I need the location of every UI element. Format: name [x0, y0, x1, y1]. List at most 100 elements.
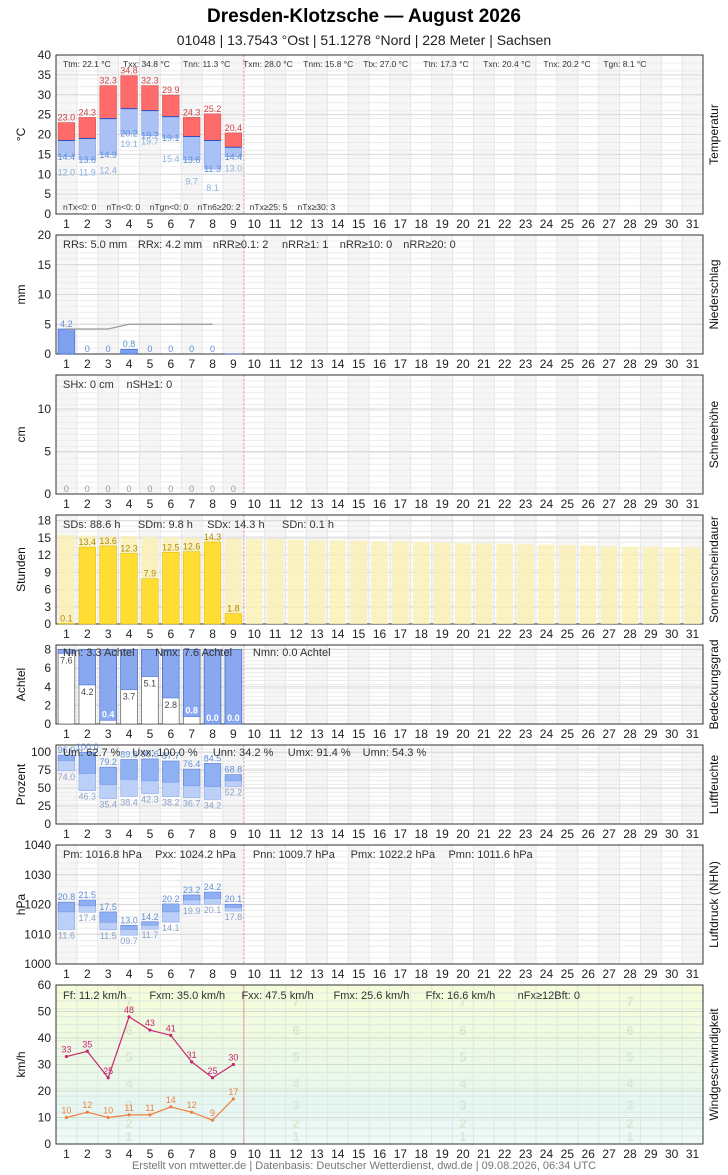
pressure-max-label: 21.5: [79, 890, 97, 900]
sun-label: 12.6: [183, 542, 201, 552]
pressure-lower-bar: [141, 925, 159, 930]
x-tick-label: 20: [456, 627, 470, 641]
y-tick-label: 30: [38, 88, 52, 102]
humidity-max-label: 100.0: [76, 742, 99, 752]
x-tick-label: 20: [456, 967, 470, 981]
y-tick-label: 15: [38, 147, 52, 161]
x-tick-label: 31: [686, 627, 700, 641]
x-tick-label: 22: [498, 827, 512, 841]
y-tick-label: 40: [38, 1031, 52, 1045]
x-tick-label: 30: [665, 1147, 679, 1160]
pressure-lower-bar: [78, 905, 96, 913]
sun-possible-bar: [266, 539, 284, 624]
x-tick-label: 2: [84, 967, 91, 981]
beaufort-label: 1: [292, 1129, 299, 1144]
tmax-bar: [224, 132, 243, 148]
x-tick-label: 2: [84, 727, 91, 741]
x-tick-label: 11: [269, 627, 282, 641]
x-tick-label: 11: [269, 497, 282, 511]
x-tick-label: 2: [84, 217, 91, 231]
sun-possible-bar: [517, 544, 534, 624]
x-tick-label: 8: [209, 217, 216, 231]
x-tick-label: 16: [373, 967, 387, 981]
x-tick-label: 5: [147, 627, 154, 641]
humidity-max-label: 76.4: [183, 759, 201, 769]
y-tick-label: 10: [38, 402, 52, 416]
x-tick-label: 23: [519, 1147, 533, 1160]
y-tick-label: 100: [31, 745, 51, 759]
x-tick-label: 6: [167, 217, 174, 231]
wind-point: [190, 1060, 194, 1064]
x-tick-label: 7: [188, 827, 195, 841]
x-tick-label: 2: [84, 627, 91, 641]
cloud-bar: [78, 649, 96, 686]
x-tick-label: 26: [582, 967, 596, 981]
x-tick-label: 25: [561, 497, 575, 511]
x-tick-label: 13: [310, 727, 324, 741]
y-tick-label: 9: [44, 565, 51, 579]
tground-label: 19.7: [141, 137, 159, 147]
cloud-label: 0.0: [206, 713, 219, 723]
humidity-min-label: 38.4: [120, 797, 138, 807]
stat-text: Pm: 1016.8 hPa: [63, 849, 143, 861]
stat-text: nRR≥0.1: 2: [213, 239, 269, 251]
pressure-max-label: 20.8: [58, 892, 76, 902]
y-tick-label: 8: [44, 643, 51, 657]
x-tick-label: 16: [373, 827, 387, 841]
cloud-label: 0.4: [102, 709, 115, 719]
sun-label: 13.4: [79, 537, 97, 547]
x-tick-label: 14: [331, 727, 345, 741]
wind-label: 14: [166, 1095, 176, 1105]
stat-text: Pxx: 1024.2 hPa: [155, 849, 237, 861]
x-tick-label: 15: [352, 727, 366, 741]
sun-bar: [224, 613, 243, 625]
x-tick-label: 9: [230, 727, 237, 741]
tmax-label: 25.2: [204, 104, 222, 114]
x-tick-label: 28: [623, 627, 637, 641]
tmin-label: 20.2: [120, 129, 138, 139]
cloud-bar: [203, 649, 222, 725]
pressure-upper-bar: [78, 899, 96, 907]
x-tick-label: 27: [602, 217, 616, 231]
x-tick-label: 9: [230, 967, 237, 981]
x-tick-label: 9: [230, 497, 237, 511]
x-tick-label: 18: [415, 967, 429, 981]
x-tick-label: 10: [248, 217, 262, 231]
sun-possible-bar: [412, 541, 430, 624]
stat-text: SDs: 88.6 h: [63, 519, 120, 531]
x-tick-label: 12: [289, 357, 303, 371]
snow-label: 0: [189, 484, 194, 494]
sun-bar: [57, 623, 76, 625]
tmax-bar: [99, 85, 117, 119]
stat-text: nTx≥30: 3: [297, 202, 335, 212]
x-tick-label: 2: [84, 1147, 91, 1160]
sun-possible-bar: [600, 545, 618, 624]
x-tick-label: 13: [310, 357, 324, 371]
stat-text: nTx<0: 0: [63, 202, 97, 212]
beaufort-band: [56, 1114, 703, 1131]
stat-text: nRR≥20: 0: [403, 239, 456, 251]
x-tick-label: 31: [686, 497, 700, 511]
x-tick-label: 30: [665, 357, 679, 371]
wind-label: 25: [103, 1066, 113, 1076]
stat-text: nTn<0: 0: [106, 202, 140, 212]
rain-label: 0: [147, 344, 152, 354]
wind-point: [231, 1062, 236, 1067]
sun-bar: [141, 578, 159, 625]
x-tick-label: 19: [435, 497, 449, 511]
tmin-label: 14.4: [58, 152, 76, 162]
tground-label: 8.1: [206, 183, 219, 193]
x-tick-label: 31: [686, 1147, 700, 1160]
beaufort-label: 6: [459, 1023, 466, 1038]
tmax-label: 32.3: [99, 76, 117, 86]
snow-label: 0: [127, 484, 132, 494]
wind-label: 11: [145, 1103, 154, 1113]
humidity-min-label: 42.3: [141, 795, 159, 805]
x-tick-label: 24: [540, 217, 554, 231]
beaufort-label: 3: [292, 1097, 299, 1112]
pressure-upper-bar: [162, 903, 180, 913]
y-tick-label: 5: [44, 187, 51, 201]
beaufort-label: 1: [626, 1129, 633, 1144]
beaufort-label: 4: [459, 1076, 467, 1091]
x-tick-label: 31: [686, 827, 700, 841]
